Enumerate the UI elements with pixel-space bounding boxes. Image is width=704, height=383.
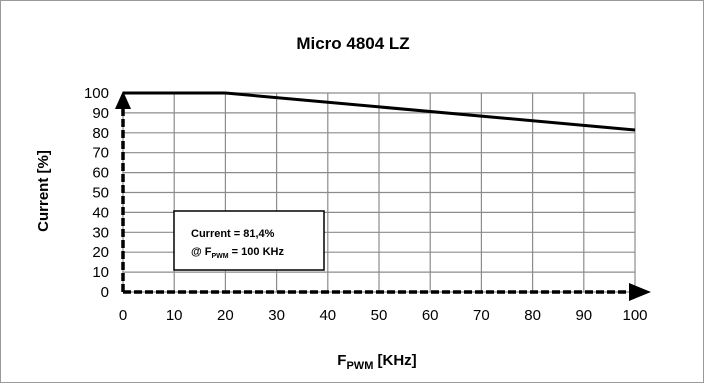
x-axis-label-sub: PWM bbox=[346, 360, 373, 372]
y-tick-label-7: 70 bbox=[92, 145, 109, 162]
y-tick-label-4: 40 bbox=[92, 204, 109, 221]
annotation-line-2-prefix: @ F bbox=[191, 246, 212, 258]
y-tick-label-2: 20 bbox=[92, 244, 109, 261]
x-tick-label-9: 90 bbox=[575, 307, 592, 324]
series bbox=[123, 91, 636, 132]
x-axis-arrow bbox=[629, 283, 651, 301]
x-tick-label-4: 40 bbox=[319, 307, 336, 324]
y-tick-label-5: 50 bbox=[92, 185, 109, 202]
chart-title: Micro 4804 LZ bbox=[296, 34, 409, 53]
y-tick-label-6: 60 bbox=[92, 165, 109, 182]
x-tick-label-6: 60 bbox=[422, 307, 439, 324]
y-tick-label-10: 100 bbox=[84, 85, 109, 102]
x-tick-label-10: 100 bbox=[622, 307, 647, 324]
annotation-line-2: @ FPWM = 100 KHz bbox=[191, 246, 284, 260]
annotation-line-2-sub: PWM bbox=[212, 253, 229, 260]
y-tick-label-0: 0 bbox=[101, 284, 109, 301]
y-tick-label-9: 90 bbox=[92, 105, 109, 122]
x-tick-label-7: 70 bbox=[473, 307, 490, 324]
x-tick-label-5: 50 bbox=[371, 307, 388, 324]
annotation-line-2-suffix: = 100 KHz bbox=[229, 246, 285, 258]
y-axis-arrow bbox=[115, 91, 131, 109]
x-tick-label-0: 0 bbox=[119, 307, 127, 324]
x-axis-label: FPWM [KHz] bbox=[337, 352, 416, 372]
tick-labels: 0 10 20 30 40 50 60 70 80 90 100 0 10 20 30 40 50 60 70 80 9… bbox=[84, 85, 648, 324]
annotation-line-1: Current = 81,4% bbox=[191, 228, 275, 240]
y-tick-label-8: 80 bbox=[92, 125, 109, 142]
x-tick-label-2: 20 bbox=[217, 307, 234, 324]
y-tick-label-1: 10 bbox=[92, 264, 109, 281]
y-tick-label-3: 30 bbox=[92, 224, 109, 241]
y-axis-label: Current [%] bbox=[35, 150, 52, 232]
x-axis-label-rest: [KHz] bbox=[373, 352, 416, 369]
series-line-0 bbox=[123, 91, 636, 132]
annotation-box-border bbox=[173, 210, 325, 271]
x-tick-label-8: 80 bbox=[524, 307, 541, 324]
x-axis-label-main: F bbox=[337, 352, 346, 369]
axes bbox=[115, 91, 651, 301]
x-tick-label-3: 30 bbox=[268, 307, 285, 324]
annotation-box: Current = 81,4% @ FPWM = 100 KHz bbox=[173, 210, 325, 271]
x-tick-label-1: 10 bbox=[166, 307, 183, 324]
